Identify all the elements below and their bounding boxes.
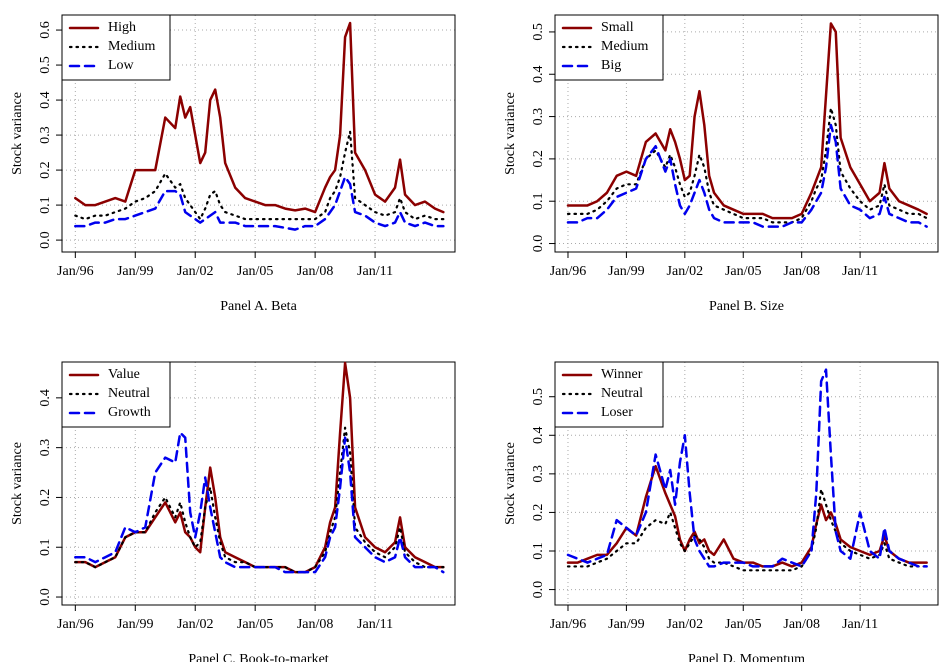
- x-tick-label: Jan/02: [177, 617, 214, 632]
- y-axis-label: Stock variance: [10, 92, 25, 175]
- y-tick-label: 0.3: [531, 108, 546, 126]
- legend-label: Value: [108, 367, 140, 382]
- x-tick-label: Jan/96: [550, 617, 587, 632]
- x-tick-label: Jan/96: [57, 617, 94, 632]
- y-axis-label: Stock variance: [503, 442, 518, 525]
- series-line: [566, 488, 928, 572]
- y-tick-label: 0.4: [38, 389, 53, 407]
- y-tick-label: 0.1: [38, 538, 53, 556]
- series-line: [566, 368, 928, 568]
- legend-label: Small: [601, 20, 634, 35]
- plot-frame: [61, 361, 456, 606]
- x-tick-label: Jan/96: [57, 264, 94, 279]
- y-tick-label: 0.0: [38, 588, 53, 606]
- series-line: [74, 21, 445, 214]
- y-tick-label: 0.4: [531, 427, 546, 445]
- x-tick-label: Jan/96: [550, 264, 587, 279]
- series-line: [566, 123, 928, 228]
- legend-label: Medium: [108, 39, 156, 54]
- legend-label: Neutral: [601, 386, 643, 401]
- y-tick-label: 0.0: [531, 235, 546, 253]
- y-axis-label: Stock variance: [10, 442, 25, 525]
- y-tick-label: 0.2: [531, 504, 546, 522]
- x-tick-label: Jan/05: [237, 617, 274, 632]
- series-line: [566, 107, 928, 224]
- y-tick-label: 0.1: [531, 542, 546, 560]
- y-tick-label: 0.3: [531, 465, 546, 483]
- y-tick-label: 0.5: [531, 388, 546, 406]
- x-tick-label: Jan/11: [357, 264, 393, 279]
- y-tick-label: 0.0: [531, 581, 546, 599]
- legend-box: [61, 14, 171, 81]
- legend-label: Big: [601, 58, 621, 73]
- x-tick-label: Jan/02: [667, 617, 704, 632]
- x-tick-label: Jan/02: [667, 264, 704, 279]
- y-tick-label: 0.1: [531, 192, 546, 210]
- x-tick-label: Jan/99: [608, 617, 645, 632]
- plot-frame: [554, 361, 939, 606]
- legend-box: [554, 361, 664, 428]
- plot-frame: [554, 14, 939, 253]
- x-tick-label: Jan/05: [725, 264, 762, 279]
- x-tick-label: Jan/08: [297, 264, 334, 279]
- x-tick-label: Jan/08: [297, 617, 334, 632]
- series-line: [74, 130, 445, 221]
- x-tick-label: Jan/05: [237, 264, 274, 279]
- panel-title: Panel C. Book-to-market: [188, 652, 328, 662]
- y-tick-label: 0.3: [38, 439, 53, 457]
- y-tick-label: 0.3: [38, 126, 53, 144]
- panel-title: Panel A. Beta: [220, 299, 297, 314]
- x-tick-label: Jan/08: [783, 264, 820, 279]
- legend-label: Growth: [108, 405, 151, 420]
- x-tick-label: Jan/08: [783, 617, 820, 632]
- legend-label: Loser: [601, 405, 633, 420]
- series-line: [74, 431, 445, 574]
- x-tick-label: Jan/99: [117, 264, 154, 279]
- y-tick-label: 0.2: [531, 150, 546, 168]
- y-tick-label: 0.4: [38, 91, 53, 109]
- legend-label: Medium: [601, 39, 649, 54]
- y-tick-label: 0.4: [531, 66, 546, 84]
- x-tick-label: Jan/05: [725, 617, 762, 632]
- x-tick-label: Jan/02: [177, 264, 214, 279]
- x-tick-label: Jan/99: [117, 617, 154, 632]
- x-tick-label: Jan/11: [842, 617, 878, 632]
- legend-box: [554, 14, 664, 81]
- y-tick-label: 0.2: [38, 489, 53, 507]
- y-axis-label: Stock variance: [503, 92, 518, 175]
- legend-label: Winner: [601, 367, 643, 382]
- y-tick-label: 0.1: [38, 196, 53, 214]
- legend-label: High: [108, 20, 136, 35]
- legend-box: [61, 361, 171, 428]
- series-line: [74, 175, 445, 231]
- x-tick-label: Jan/11: [357, 617, 393, 632]
- legend-label: Low: [108, 58, 135, 73]
- y-tick-label: 0.0: [38, 231, 53, 249]
- y-tick-label: 0.6: [38, 21, 53, 39]
- y-tick-label: 0.5: [531, 23, 546, 41]
- x-tick-label: Jan/99: [608, 264, 645, 279]
- plot-frame: [61, 14, 456, 253]
- legend-label: Neutral: [108, 386, 150, 401]
- x-tick-label: Jan/11: [842, 264, 878, 279]
- y-tick-label: 0.5: [38, 56, 53, 74]
- panel-title: Panel D. Momentum: [688, 652, 805, 662]
- panel-title: Panel B. Size: [709, 299, 784, 314]
- series-line: [566, 22, 928, 220]
- y-tick-label: 0.2: [38, 161, 53, 179]
